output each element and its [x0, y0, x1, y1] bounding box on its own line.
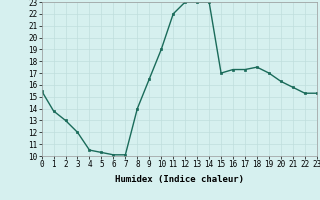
X-axis label: Humidex (Indice chaleur): Humidex (Indice chaleur) [115, 175, 244, 184]
